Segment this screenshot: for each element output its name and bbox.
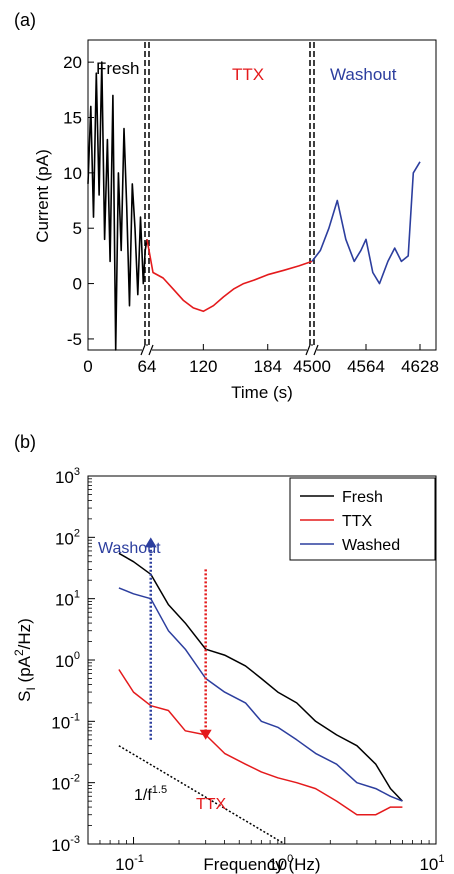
y-tick-exponent: 2: [74, 527, 80, 539]
legend-label-ttx: TTX: [342, 513, 373, 530]
arrow-head-washout: [144, 537, 157, 548]
series-line-ttx: [146, 239, 313, 313]
reference-line: [118, 745, 286, 845]
reference-line-exponent: 1.5: [152, 784, 167, 796]
y-tick-label: 5: [73, 219, 82, 238]
x-tick-label: 184: [254, 357, 282, 376]
y-tick-label: 102: [55, 527, 80, 548]
panel-a-label: (a): [14, 10, 36, 30]
panel-a-y-axis-label: Current (pA): [33, 149, 52, 243]
axis-break-mark: [140, 344, 146, 356]
panel-a-segment-dividers: [144, 42, 315, 348]
series-line-washed: [118, 587, 403, 802]
y-tick-label: 10-2: [51, 773, 80, 794]
y-tick-label: 10: [63, 164, 82, 183]
panel-a-axis-breaks: [140, 344, 319, 356]
panel-b-arrows: [144, 537, 212, 740]
y-tick-exponent: 1: [74, 589, 80, 601]
y-tick-exponent: -2: [70, 773, 80, 785]
series-line-washout: [311, 161, 421, 285]
axis-break-gap: [142, 346, 152, 354]
x-tick-label: 64: [138, 357, 157, 376]
x-tick-label: 10-1: [115, 853, 144, 874]
series-line-fresh: [118, 552, 403, 802]
y-label-units-end: /Hz): [15, 618, 34, 649]
fresh-label: Fresh: [96, 59, 139, 78]
panel-a-series: [87, 61, 421, 351]
panel-a-x-ticks: 0 64 120 184 4500 4564 4628: [83, 344, 439, 376]
legend-label-fresh: Fresh: [342, 489, 383, 506]
legend-box: [289, 477, 436, 561]
x-tick-exponent: -1: [134, 853, 144, 865]
x-tick-exponent: 0: [287, 853, 293, 865]
panel-a-plot-frame: [87, 39, 437, 351]
y-tick-exponent: 0: [74, 650, 80, 662]
ttx-label: TTX: [232, 65, 264, 84]
ttx-annotation: TTX: [196, 796, 227, 813]
x-tick-label: 100: [268, 853, 293, 874]
y-tick-label: 10-3: [51, 834, 80, 855]
legend-label-washed: Washed: [342, 537, 400, 554]
washout-label: Washout: [330, 65, 397, 84]
y-tick-label: 10-1: [51, 711, 80, 732]
panel-b-y-axis-label: SI (pA2/Hz): [12, 618, 38, 702]
y-tick-label: 20: [63, 53, 82, 72]
panel-b-series: [118, 552, 403, 816]
y-label-subscript: I: [24, 687, 38, 690]
panel-b-label: (b): [14, 432, 36, 452]
panel-b-x-axis-label: Frequency (Hz): [203, 855, 320, 874]
x-tick-label: 4628: [401, 357, 439, 376]
panel-a-y-ticks: -5 0 5 10 15 20: [63, 53, 94, 349]
y-tick-label: 101: [55, 589, 80, 610]
panel-b-reference-line: [118, 745, 286, 845]
x-tick-label: 4564: [347, 357, 385, 376]
arrow-head-ttx: [199, 729, 212, 740]
y-tick-label: 103: [55, 466, 80, 487]
y-tick-exponent: -1: [70, 711, 80, 723]
y-tick-label: 0: [73, 275, 82, 294]
x-tick-label: 0: [83, 357, 92, 376]
axis-break-gap: [307, 346, 317, 354]
legend: Fresh TTX Washed: [289, 477, 436, 561]
x-tick-label: 101: [419, 853, 444, 874]
series-line-fresh: [87, 61, 148, 351]
y-tick-label: -5: [67, 330, 82, 349]
y-tick-exponent: -3: [70, 834, 80, 846]
y-label-units: (pA: [15, 655, 34, 687]
washout-annotation: Washout: [98, 540, 161, 557]
reference-line-label: 1/f1.5: [134, 784, 167, 804]
axis-break-mark: [148, 344, 154, 356]
y-tick-label: 15: [63, 109, 82, 128]
y-tick-label: 100: [55, 650, 80, 671]
axis-break-mark: [305, 344, 311, 356]
axis-break-mark: [313, 344, 319, 356]
x-tick-exponent: 1: [438, 853, 444, 865]
x-tick-label: 120: [189, 357, 217, 376]
y-tick-exponent: 3: [74, 466, 80, 478]
series-line-ttx: [118, 669, 403, 816]
panel-a-x-axis-label: Time (s): [231, 383, 293, 402]
x-tick-label: 4500: [293, 357, 331, 376]
y-label-superscript: 2: [12, 649, 26, 656]
